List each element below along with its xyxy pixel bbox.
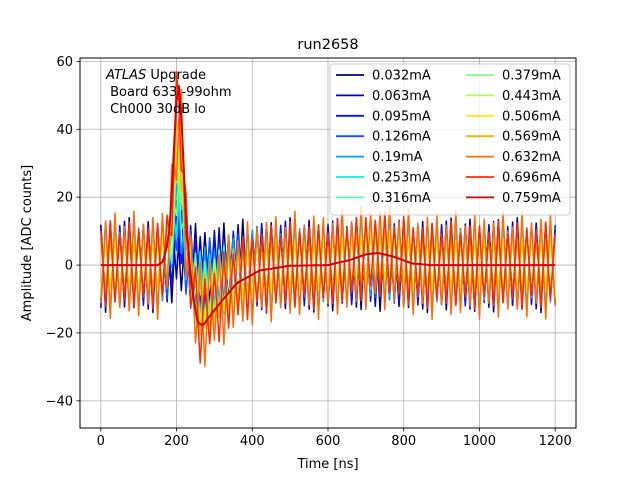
- x-tick-label: 400: [240, 434, 265, 449]
- chart-title: run2658: [297, 37, 358, 53]
- legend-label: 0.316mA: [372, 191, 431, 206]
- x-tick-label: 200: [164, 434, 189, 449]
- legend-label: 0.19mA: [372, 150, 423, 165]
- y-tick-label: −20: [46, 326, 73, 341]
- legend-label: 0.253mA: [372, 171, 431, 186]
- annotation-experiment: ATLAS: [105, 68, 146, 83]
- annotation-line-1: ATLAS Upgrade: [105, 68, 206, 83]
- y-tick-label: −40: [46, 394, 73, 409]
- legend-label: 0.759mA: [502, 191, 561, 206]
- x-tick-label: 1200: [539, 434, 572, 449]
- x-tick-label: 0: [97, 434, 105, 449]
- legend-label: 0.632mA: [502, 150, 561, 165]
- annotation-channel-text: Ch000 30dB lo: [110, 102, 206, 117]
- x-tick-label: 1000: [463, 434, 496, 449]
- legend-label: 0.063mA: [372, 89, 431, 104]
- y-tick-label: 20: [56, 191, 73, 206]
- annotation-board: Board 633 -99ohm: [106, 85, 232, 100]
- legend-label: 0.379mA: [502, 69, 561, 84]
- x-tick-label: 800: [391, 434, 416, 449]
- y-tick-label: 40: [56, 123, 73, 138]
- annotation-upgrade: Upgrade: [150, 68, 206, 83]
- x-tick-label: 600: [316, 434, 341, 449]
- legend-label: 0.696mA: [502, 171, 561, 186]
- y-tick-label: 60: [56, 55, 73, 70]
- legend-label: 0.126mA: [372, 130, 431, 145]
- legend-label: 0.443mA: [502, 89, 561, 104]
- legend-label: 0.569mA: [502, 130, 561, 145]
- annotation-board-text: Board 633 -99ohm: [110, 85, 231, 100]
- legend-box: [329, 63, 571, 216]
- series-line-0.632mA: [100, 88, 556, 368]
- y-tick-label: 0: [65, 259, 73, 274]
- series-layer: [100, 71, 556, 368]
- legend-label: 0.506mA: [502, 109, 561, 124]
- x-axis-label: Time [ns]: [296, 457, 358, 472]
- legend: 0.032mA 0.063mA 0.095mA 0.126mA 0.19mA 0.253m…: [329, 63, 571, 216]
- series-line-0.696mA: [100, 71, 556, 364]
- legend-label: 0.032mA: [372, 69, 431, 84]
- series-line-0.759mA: [100, 85, 556, 327]
- y-axis-label: Amplitude [ADC counts]: [20, 165, 35, 321]
- ticks: 0 200 400 600 800 1000 1200 −40 −20 0 20 40 60: [46, 55, 572, 449]
- annotation-channel: Ch000 30dB lo: [106, 102, 206, 117]
- annotation: ATLAS Upgrade Board 633 -99ohm Ch000 30d…: [105, 68, 232, 117]
- legend-label: 0.095mA: [372, 109, 431, 124]
